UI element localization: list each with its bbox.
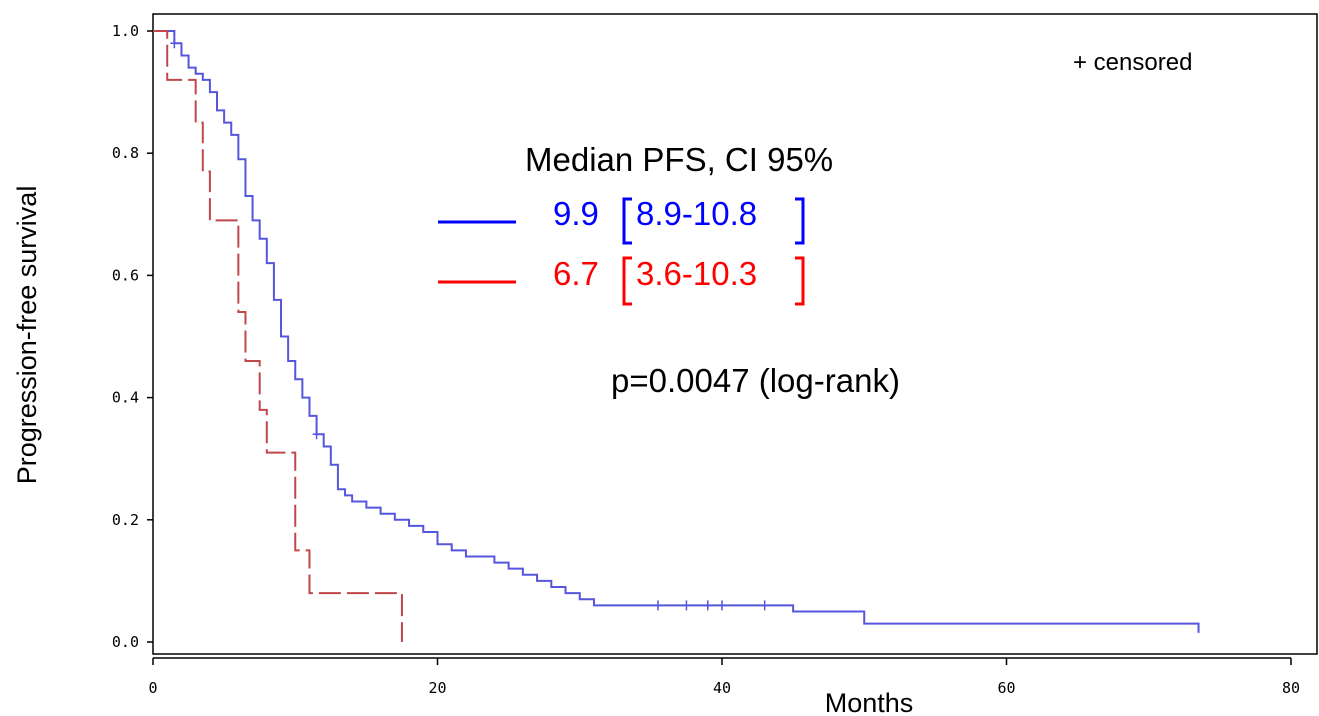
annotation-title: Median PFS, CI 95% bbox=[525, 141, 833, 178]
x-axis-label: Months bbox=[825, 688, 914, 716]
median-value-red: 6.7 bbox=[553, 255, 599, 292]
median-value-blue: 9.9 bbox=[553, 195, 599, 232]
ci-red: 3.6-10.3 bbox=[636, 255, 757, 292]
y-axis-label: Progression-free survival bbox=[12, 186, 42, 485]
y-tick-label: 0.6 bbox=[112, 266, 139, 284]
censor-mark bbox=[170, 38, 179, 49]
y-tick-label: 0.8 bbox=[112, 144, 139, 162]
censor-mark bbox=[682, 600, 691, 611]
ci-blue: 8.9-10.8 bbox=[636, 195, 757, 232]
x-tick-label: 20 bbox=[428, 679, 446, 697]
censor-mark bbox=[312, 429, 321, 440]
censor-mark bbox=[718, 600, 726, 611]
y-tick-label: 0.0 bbox=[112, 633, 139, 651]
bracket-close-blue bbox=[795, 197, 805, 245]
plot-frame bbox=[152, 13, 1318, 655]
km-curve-series-1 bbox=[153, 30, 403, 642]
bracket-open-blue bbox=[622, 197, 632, 245]
km-curve-series-0 bbox=[153, 30, 1200, 633]
censor-mark bbox=[760, 600, 769, 611]
x-tick-label: 40 bbox=[713, 679, 731, 697]
p-value: p=0.0047 (log-rank) bbox=[611, 362, 900, 399]
series-layer bbox=[153, 30, 1200, 642]
x-tick-label: 80 bbox=[1282, 679, 1300, 697]
bracket-close-red bbox=[795, 256, 805, 306]
x-tick-label: 0 bbox=[148, 679, 157, 697]
y-axis: 0.0 0.2 0.4 0.6 0.8 1.0 bbox=[112, 22, 153, 651]
censor-legend: + censored bbox=[1073, 49, 1192, 76]
bracket-open-red bbox=[622, 256, 632, 306]
y-tick-label: 0.2 bbox=[112, 511, 139, 529]
censor-mark bbox=[653, 600, 662, 611]
y-tick-label: 0.4 bbox=[112, 389, 139, 407]
x-tick-label: 60 bbox=[997, 679, 1015, 697]
y-tick-label: 1.0 bbox=[112, 22, 139, 40]
censor-mark bbox=[703, 600, 712, 611]
x-axis: 0 20 40 60 80 bbox=[148, 657, 1300, 697]
